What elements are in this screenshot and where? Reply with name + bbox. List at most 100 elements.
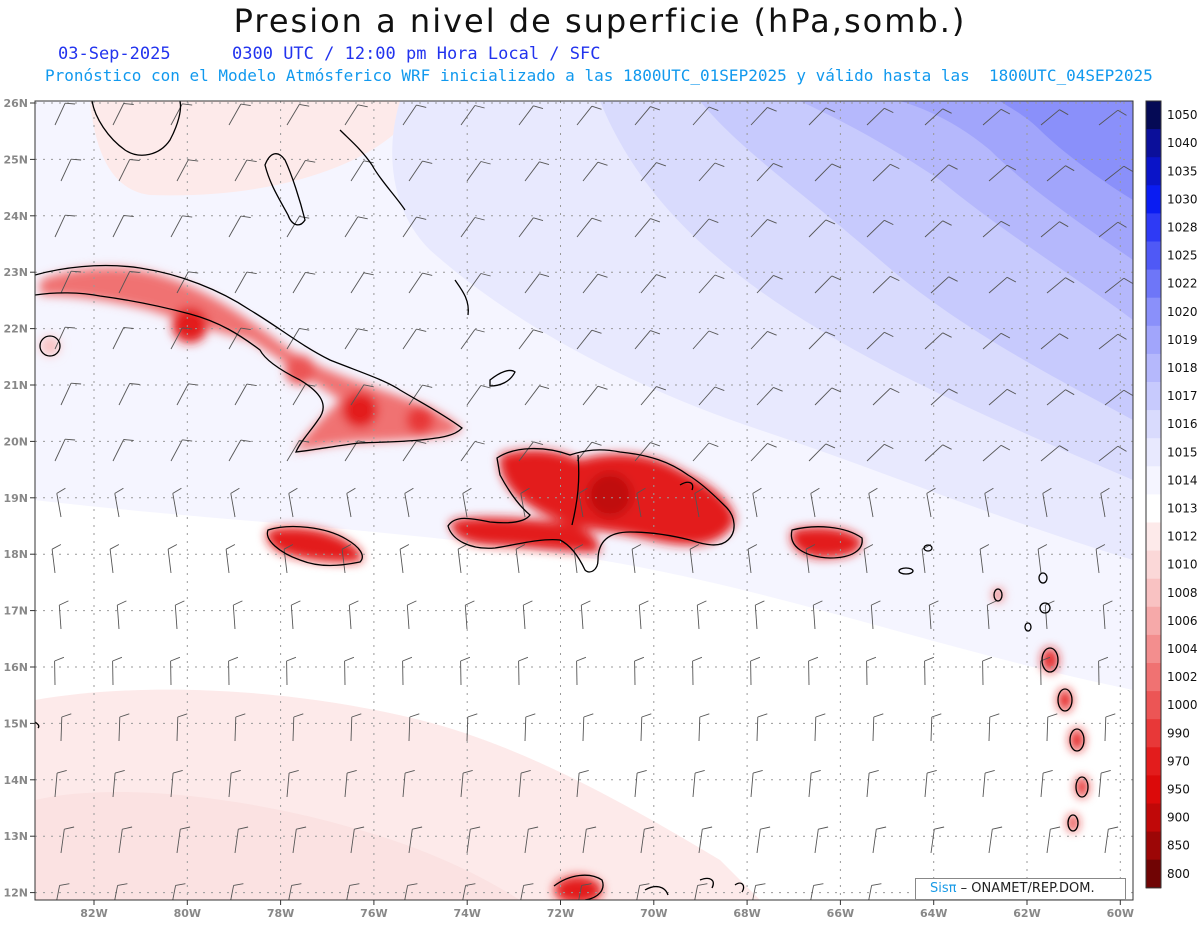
colorbar-label: 1025	[1167, 249, 1198, 263]
latitude-label: 15N	[3, 717, 28, 730]
colorbar-swatch	[1146, 831, 1161, 861]
latitude-label: 12N	[3, 887, 28, 900]
pressure-colorbar: 1050 1040 1035 1030 1028 1025 1022 1020 1019 1018…	[1145, 100, 1198, 889]
colorbar-label: 1013	[1167, 502, 1198, 516]
latitude-label: 21N	[3, 379, 28, 392]
map-frame	[34, 100, 1134, 901]
model-info-line: Pronóstico con el Modelo Atmósferico WRF…	[45, 66, 1153, 85]
colorbar-swatch	[1146, 241, 1161, 271]
coastlines	[35, 101, 1089, 900]
longitude-label: 78W	[267, 907, 294, 920]
colorbar-swatch	[1146, 269, 1161, 299]
longitude-label: 64W	[920, 907, 947, 920]
colorbar-swatch	[1146, 747, 1161, 776]
longitude-label: 70W	[640, 907, 667, 920]
colorbar-label: 1040	[1167, 136, 1198, 150]
longitude-label: 66W	[827, 907, 854, 920]
colorbar-swatch	[1146, 494, 1161, 523]
latitude-label: 22N	[3, 323, 28, 336]
colorbar-label: 1010	[1167, 558, 1198, 572]
colorbar-label: 1017	[1167, 389, 1198, 403]
longitude-label: 82W	[80, 907, 107, 920]
latitude-label: 24N	[3, 210, 28, 223]
latitude-label: 18N	[3, 548, 28, 561]
colorbar-swatch	[1146, 634, 1161, 664]
latitude-label: 25N	[3, 153, 28, 166]
colorbar-label: 970	[1167, 754, 1190, 768]
land-low-pressure	[40, 267, 1088, 900]
colorbar-label: 950	[1167, 783, 1190, 797]
longitude-label: 68W	[733, 907, 760, 920]
colorbar-label: 1008	[1167, 586, 1198, 600]
colorbar-label: 1018	[1167, 361, 1198, 375]
colorbar-swatch	[1146, 101, 1161, 130]
colorbar-label: 1030	[1167, 192, 1198, 206]
colorbar-swatch	[1146, 213, 1161, 242]
colorbar-swatch	[1146, 382, 1161, 411]
longitude-label: 72W	[547, 907, 574, 920]
colorbar-label: 1028	[1167, 221, 1198, 235]
longitude-label: 80W	[174, 907, 201, 920]
colorbar-label: 1014	[1167, 473, 1198, 487]
colorbar-label: 1015	[1167, 445, 1198, 459]
colorbar-label: 1000	[1167, 698, 1198, 712]
latitude-label: 17N	[3, 605, 28, 618]
colorbar-swatch	[1146, 466, 1161, 495]
colorbar-swatch	[1146, 325, 1161, 355]
colorbar-swatch	[1146, 578, 1161, 608]
lat-lon-grid	[35, 101, 1133, 900]
latitude-label: 20N	[3, 435, 28, 448]
wind-barbs	[51, 102, 1133, 900]
colorbar-swatch	[1146, 719, 1161, 748]
colorbar-swatch	[1146, 129, 1161, 158]
colorbar-label: 1019	[1167, 333, 1198, 347]
longitude-labels: 82W 80W 78W 76W 74W 72W 70W 68W 66W 64W 62W 60W	[80, 900, 1134, 920]
latitude-labels: 26N 25N 24N 23N 22N 21N 20N 19N 18N 17N 16N 15N 14N 1…	[3, 97, 35, 900]
colorbar-label: 900	[1167, 811, 1190, 825]
colorbar-label: 1035	[1167, 164, 1198, 178]
colorbar-swatch	[1146, 550, 1161, 580]
colorbar-swatch	[1146, 775, 1161, 804]
colorbar-label: 1022	[1167, 277, 1198, 291]
colorbar-swatch	[1146, 353, 1161, 383]
longitude-label: 76W	[360, 907, 387, 920]
colorbar-swatch	[1146, 606, 1161, 636]
valid-time-line: 03-Sep-2025 0300 UTC / 12:00 pm Hora Loc…	[58, 44, 600, 64]
credit-sisp: Sisπ	[930, 881, 957, 896]
colorbar-swatch	[1146, 410, 1161, 439]
latitude-label: 13N	[3, 830, 28, 843]
latitude-label: 19N	[3, 492, 28, 505]
colorbar-swatch	[1146, 297, 1161, 327]
credit-box: Sisπ – ONAMET/REP.DOM.	[915, 878, 1126, 900]
pressure-map: 26N 25N 24N 23N 22N 21N 20N 19N 18N 17N 16N 15N 14N 1…	[3, 97, 1198, 920]
colorbar-label: 1050	[1167, 108, 1198, 122]
colorbar-label: 990	[1167, 726, 1190, 740]
longitude-label: 60W	[1107, 907, 1134, 920]
latitude-label: 26N	[3, 97, 28, 110]
latitude-label: 23N	[3, 266, 28, 279]
colorbar-label: 1004	[1167, 642, 1198, 656]
colorbar-swatch	[1146, 185, 1161, 214]
colorbar-swatch	[1146, 691, 1161, 720]
map-title: Presion a nivel de superficie (hPa,somb.…	[233, 2, 967, 40]
colorbar-swatch	[1146, 522, 1161, 552]
longitude-label: 62W	[1013, 907, 1040, 920]
colorbar-label: 800	[1167, 867, 1190, 881]
credit-onamet: – ONAMET/REP.DOM.	[956, 881, 1095, 896]
colorbar-label: 850	[1167, 839, 1190, 853]
forecast-time: 0300 UTC / 12:00 pm Hora Local / SFC	[232, 44, 601, 64]
latitude-label: 16N	[3, 661, 28, 674]
forecast-date: 03-Sep-2025	[58, 44, 171, 64]
colorbar-label: 1020	[1167, 305, 1198, 319]
pressure-field	[35, 101, 1133, 900]
colorbar-swatch	[1146, 438, 1161, 467]
colorbar-swatch	[1146, 157, 1161, 186]
latitude-label: 14N	[3, 774, 28, 787]
colorbar-swatch	[1146, 859, 1161, 889]
colorbar-label: 1016	[1167, 417, 1198, 431]
colorbar-swatch	[1146, 803, 1161, 833]
colorbar-label: 1006	[1167, 614, 1198, 628]
colorbar-label: 1002	[1167, 670, 1198, 684]
longitude-label: 74W	[453, 907, 480, 920]
colorbar-label: 1012	[1167, 530, 1198, 544]
